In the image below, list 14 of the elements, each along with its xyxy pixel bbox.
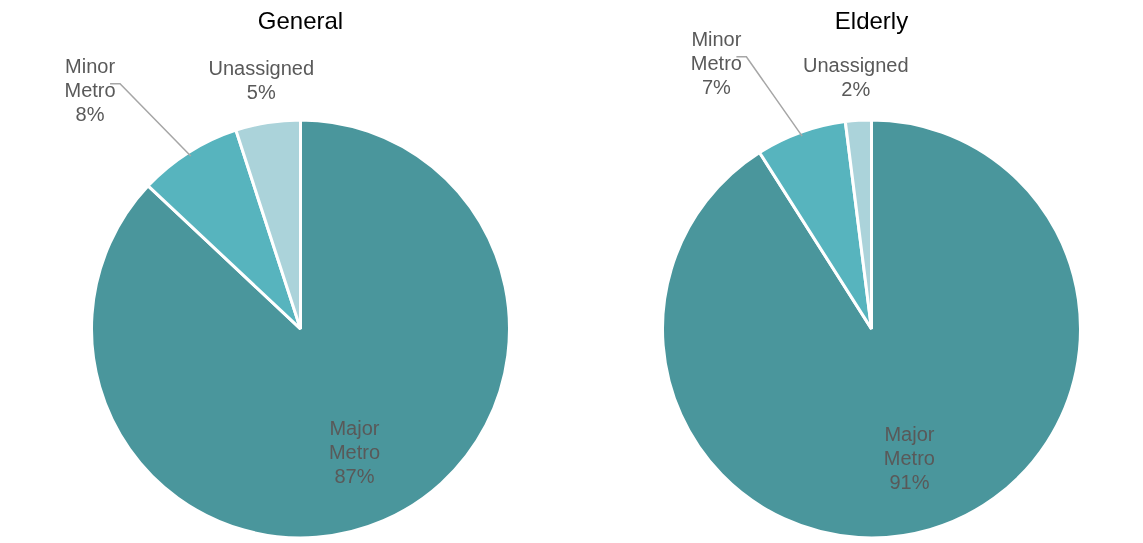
slice-label: Unassigned bbox=[802, 54, 909, 77]
chart-title: Elderly bbox=[834, 7, 909, 35]
chart-title: General bbox=[257, 7, 344, 35]
slice-label: Minor Metro bbox=[690, 28, 742, 75]
data-label: 5% bbox=[246, 80, 276, 103]
data-label: 7% bbox=[701, 76, 732, 99]
slice-label: Major Metro bbox=[883, 422, 935, 469]
data-label: 87% bbox=[334, 465, 375, 488]
slice-label: Unassigned bbox=[208, 56, 315, 79]
slice-label: Major Metro bbox=[328, 417, 381, 464]
data-label: 91% bbox=[889, 470, 930, 493]
slice-label: Minor Metro bbox=[64, 55, 116, 102]
data-label: 8% bbox=[75, 103, 105, 126]
data-label: 2% bbox=[841, 78, 871, 101]
